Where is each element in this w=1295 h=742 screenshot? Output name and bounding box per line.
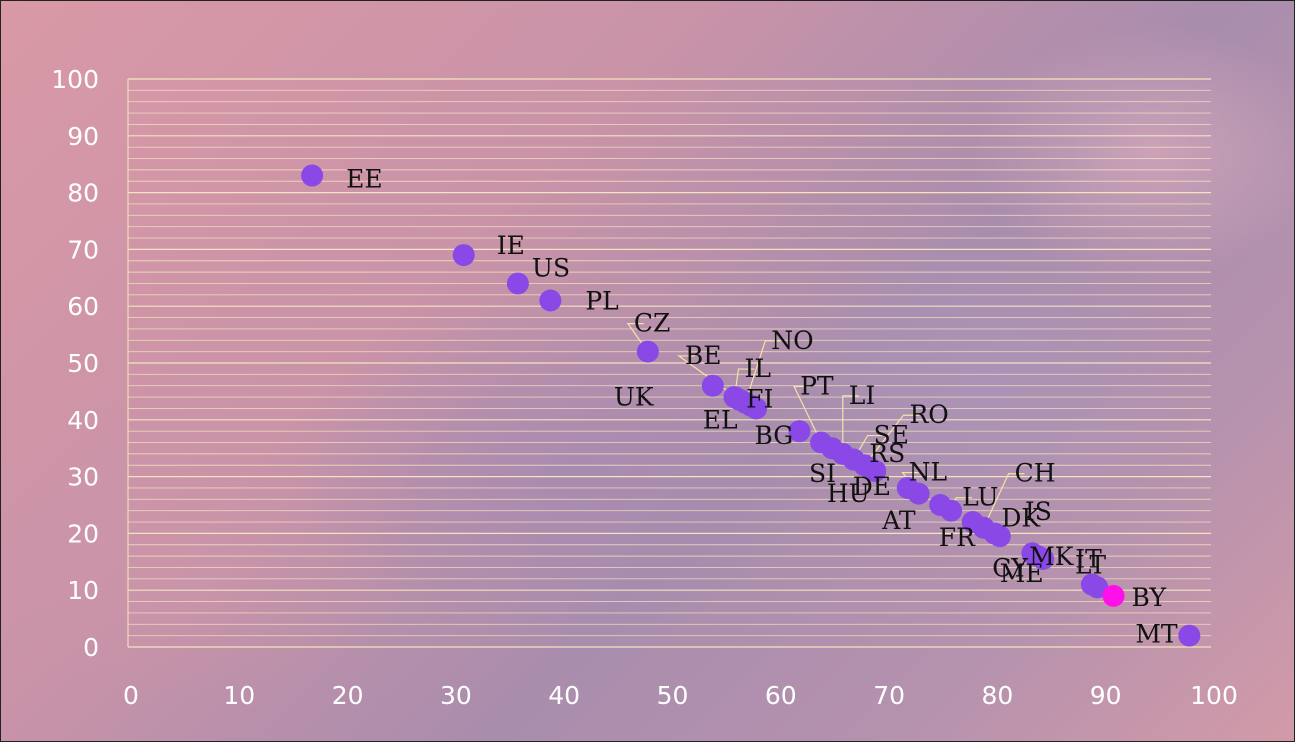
x-tick-label: 80	[981, 681, 1013, 710]
point-uk	[701, 374, 724, 397]
x-tick-label: 60	[765, 681, 797, 710]
y-axis: 0 10 20 30 40 50 60 70 80 90 100	[51, 65, 99, 662]
x-tick-label: 50	[657, 681, 689, 710]
point-label-mk: MK	[1029, 542, 1075, 571]
point-label-el: EL	[703, 406, 738, 435]
point-lu	[940, 499, 963, 522]
point-label-si: SI	[809, 459, 836, 488]
point-label-at: AT	[881, 506, 916, 535]
point-label-mt: MT	[1135, 620, 1178, 649]
leader-line-cz	[626, 323, 649, 352]
point-label-fi: FI	[746, 384, 773, 413]
x-tick-label: 0	[123, 681, 139, 710]
point-label-be: BE	[685, 341, 722, 370]
x-axis: 0 10 20 30 40 50 60 70 80 90 100	[123, 681, 1238, 710]
point-label-de: DE	[853, 472, 891, 501]
point-label-it: IT	[1075, 544, 1102, 573]
point-label-us: US	[532, 253, 570, 282]
point-nl	[907, 482, 930, 505]
y-tick-label: 90	[67, 122, 99, 151]
point-label-rs: RS	[869, 439, 905, 468]
point-cz	[636, 340, 659, 363]
y-tick-label: 0	[83, 633, 99, 662]
point-label-hu: HU	[827, 479, 870, 508]
point-label-ro: RO	[909, 400, 948, 429]
point-label-lt: LT	[1075, 551, 1107, 580]
point-label-me: ME	[1000, 559, 1044, 588]
point-label-uk: UK	[614, 383, 655, 412]
point-label-bg: BG	[754, 421, 793, 450]
point-label-ie: IE	[497, 231, 525, 260]
point-label-ee: EE	[346, 165, 383, 194]
point-label-pt: PT	[800, 372, 834, 401]
x-tick-label: 70	[873, 681, 905, 710]
y-tick-label: 60	[67, 292, 99, 321]
point-mk	[1032, 547, 1055, 570]
x-tick-label: 40	[548, 681, 580, 710]
y-tick-label: 10	[67, 576, 99, 605]
point-it	[1086, 576, 1109, 599]
point-label-ch: CH	[1015, 459, 1056, 488]
point-label-se: SE	[874, 421, 909, 450]
y-tick-label: 30	[67, 463, 99, 492]
point-label-fr: FR	[939, 523, 976, 552]
x-tick-label: 90	[1090, 681, 1122, 710]
x-tick-label: 10	[223, 681, 255, 710]
point-label-is: IS	[1025, 497, 1052, 526]
point-label-il: IL	[744, 354, 770, 383]
point-by	[1102, 584, 1125, 607]
point-label-cz: CZ	[634, 309, 671, 338]
point-label-dk: DK	[1001, 503, 1041, 532]
point-pl	[539, 289, 562, 312]
y-tick-label: 40	[67, 406, 99, 435]
leader-line-ch	[983, 473, 1025, 528]
point-rs	[864, 459, 887, 482]
point-mt	[1178, 624, 1201, 647]
point-us	[506, 272, 529, 295]
leader-line-no	[744, 340, 782, 403]
point-ee	[301, 164, 324, 187]
leader-line-li	[842, 395, 859, 454]
x-tick-label: 30	[440, 681, 472, 710]
point-label-li: LI	[849, 381, 875, 410]
point-is	[988, 525, 1011, 548]
point-label-pl: PL	[585, 287, 618, 316]
y-tick-label: 80	[67, 179, 99, 208]
y-tick-label: 100	[51, 65, 99, 94]
x-tick-label: 100	[1190, 681, 1238, 710]
data-points	[301, 164, 1201, 647]
y-tick-label: 70	[67, 235, 99, 264]
leader-line-ro	[863, 414, 920, 466]
point-label-cy: CY	[992, 553, 1028, 582]
point-ie	[452, 244, 475, 267]
point-bg	[788, 420, 811, 443]
point-label-nl: NL	[909, 458, 947, 487]
point-label-lu: LU	[962, 483, 998, 512]
point-label-no: NO	[771, 326, 813, 355]
leader-line-pt	[793, 385, 822, 443]
point-label-by: BY	[1132, 583, 1167, 612]
point-fi	[745, 397, 768, 420]
gridlines	[127, 78, 1211, 648]
y-tick-label: 50	[67, 349, 99, 378]
x-tick-label: 20	[332, 681, 364, 710]
y-tick-label: 20	[67, 519, 99, 548]
